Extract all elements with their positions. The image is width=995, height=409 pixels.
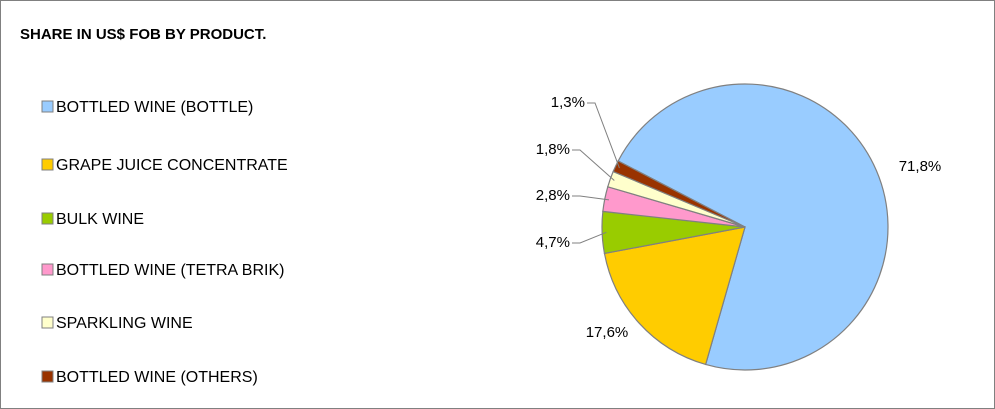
data-label: 17,6% bbox=[586, 324, 629, 341]
legend-swatch bbox=[41, 263, 54, 276]
legend-label: BULK WINE bbox=[56, 211, 144, 228]
data-label: 4,7% bbox=[536, 234, 570, 251]
legend-swatch bbox=[41, 158, 54, 171]
legend-swatch bbox=[41, 100, 54, 113]
legend-label: SPARKLING WINE bbox=[56, 315, 193, 332]
data-label: 2,8% bbox=[536, 187, 570, 204]
data-label: 1,8% bbox=[536, 141, 570, 158]
pie-slice bbox=[612, 160, 746, 228]
data-label: 71,8% bbox=[899, 158, 942, 175]
legend-swatch bbox=[41, 212, 54, 225]
legend-label: GRAPE JUICE CONCENTRATE bbox=[56, 157, 288, 174]
legend-label: BOTTLED WINE (TETRA BRIK) bbox=[56, 262, 284, 279]
chart-title: SHARE IN US$ FOB BY PRODUCT. bbox=[20, 26, 266, 43]
legend-label: BOTTLED WINE (BOTTLE) bbox=[56, 99, 253, 116]
leader-line bbox=[572, 195, 610, 201]
pie-slice bbox=[617, 83, 889, 371]
data-label: 1,3% bbox=[551, 94, 585, 111]
leader-line bbox=[587, 102, 620, 169]
legend-swatch bbox=[41, 370, 54, 383]
pie-slice bbox=[603, 226, 746, 366]
legend-label: BOTTLED WINE (OTHERS) bbox=[56, 369, 258, 386]
legend-swatch bbox=[41, 316, 54, 329]
leader-line bbox=[572, 231, 607, 244]
leader-line bbox=[572, 149, 615, 181]
